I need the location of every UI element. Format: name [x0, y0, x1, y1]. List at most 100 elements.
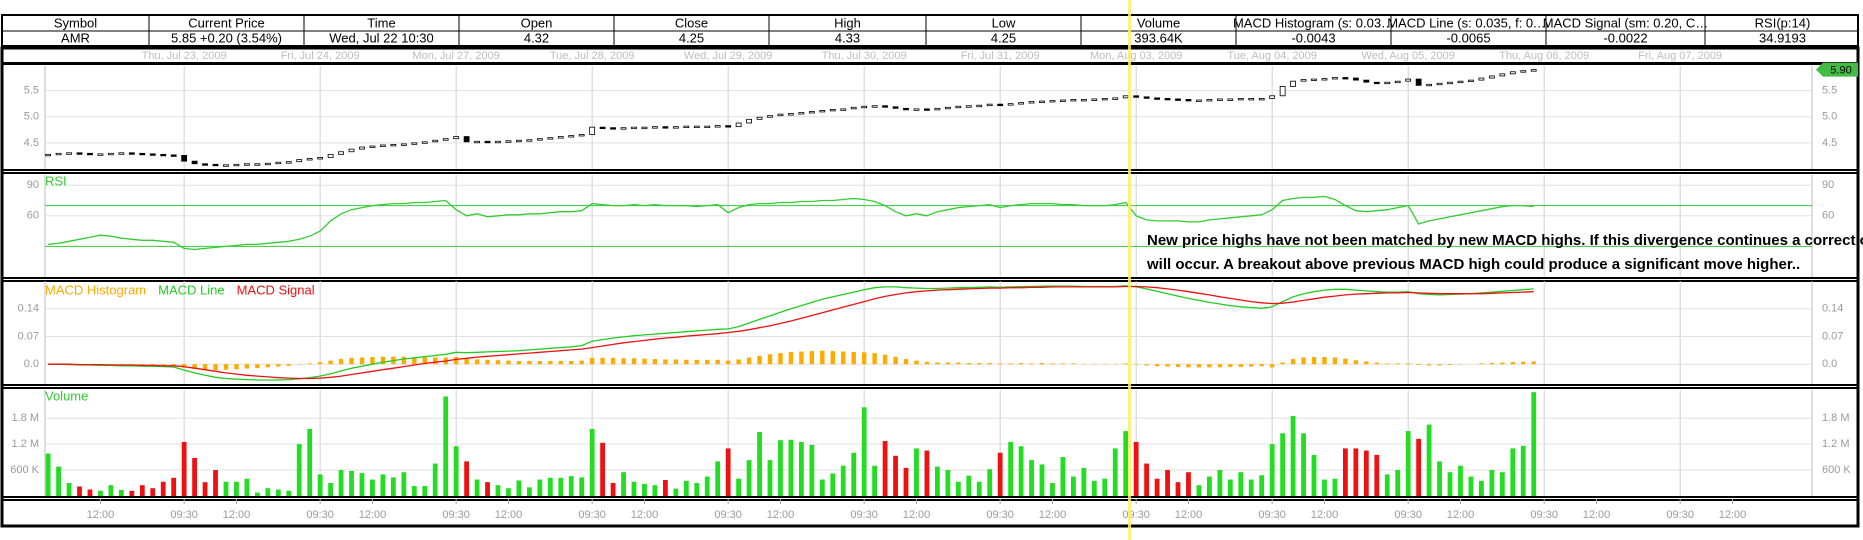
volume-bar — [1468, 476, 1474, 496]
y-tick-label: 1.8 M — [1822, 412, 1850, 424]
volume-bar — [139, 485, 145, 496]
volume-bar — [558, 477, 564, 496]
histogram-bar — [1322, 357, 1327, 365]
candle — [139, 152, 146, 156]
volume-bar — [1458, 465, 1463, 496]
candle — [725, 125, 732, 128]
date-label: Thu, Aug 06, 2009 — [1499, 50, 1589, 62]
volume-bar — [704, 476, 710, 496]
histogram-bar — [589, 357, 595, 365]
column-header: Close — [675, 15, 708, 30]
candle — [599, 126, 606, 130]
candle — [1530, 69, 1537, 72]
volume-bar — [1133, 441, 1139, 496]
candle — [1216, 98, 1223, 101]
candle — [735, 122, 742, 128]
candle — [777, 113, 784, 117]
column-value: 393.64K — [1134, 30, 1183, 45]
x-tick-label: 09:30 — [170, 509, 198, 521]
x-tick-label: 09:30 — [578, 509, 606, 521]
y-tick-label: 5.0 — [24, 111, 39, 123]
histogram-bar — [192, 364, 197, 369]
y-tick-label: 0.07 — [1822, 330, 1843, 342]
candle — [380, 144, 386, 147]
x-tick-label: 09:30 — [1394, 509, 1422, 521]
candle — [1080, 99, 1087, 102]
volume-bar — [1437, 461, 1442, 496]
candle — [1028, 101, 1035, 104]
histogram-bar — [244, 364, 250, 369]
column-header: Time — [367, 15, 395, 30]
separator — [2, 387, 1858, 389]
y-tick-label: 5.5 — [1822, 84, 1837, 96]
candle — [683, 125, 690, 129]
volume-bar — [1531, 392, 1537, 496]
column-header: Volume — [1137, 15, 1180, 30]
volume-bar — [1353, 448, 1359, 496]
volume-bar — [77, 486, 82, 496]
candle — [181, 155, 188, 162]
histogram-bar — [715, 359, 720, 365]
histogram-bar — [286, 364, 291, 366]
volume-bar — [380, 474, 386, 496]
volume-bar — [213, 470, 218, 496]
histogram-bar — [997, 363, 1003, 365]
histogram-bar — [788, 351, 794, 365]
volume-bar — [1029, 460, 1034, 496]
candle — [840, 108, 847, 111]
histogram-bar — [307, 363, 312, 365]
histogram-bar — [506, 360, 511, 365]
candle — [965, 105, 972, 108]
histogram-bar — [642, 358, 647, 365]
volume-bar — [955, 481, 961, 496]
x-tick-label: 09:30 — [1122, 509, 1150, 521]
histogram-bar — [684, 359, 689, 365]
volume-bar — [328, 483, 334, 496]
volume-bar — [537, 479, 543, 496]
candle — [819, 110, 826, 113]
volume-bar — [244, 478, 250, 496]
volume-bar — [788, 439, 794, 496]
volume-bar — [1081, 467, 1087, 496]
volume-bar — [118, 489, 124, 496]
candle — [934, 107, 941, 111]
candle — [1049, 100, 1056, 103]
candle — [1154, 97, 1160, 100]
volume-bar — [464, 461, 470, 496]
volume-bar — [872, 465, 878, 496]
candle — [976, 104, 983, 108]
volume-bar — [1280, 433, 1286, 496]
volume-bar — [1269, 444, 1275, 496]
x-tick-label: 12:00 — [1039, 509, 1067, 521]
volume-bar — [830, 473, 836, 496]
histogram-bar — [328, 360, 333, 365]
histogram-bar — [1217, 364, 1223, 368]
histogram-bar — [317, 362, 323, 365]
date-label: Tue, Jul 28, 2009 — [550, 50, 635, 62]
column-header: Symbol — [54, 15, 97, 30]
separator — [2, 499, 1858, 501]
x-tick-label: 12:00 — [1447, 509, 1475, 521]
histogram-bar — [1008, 363, 1013, 365]
histogram-bar — [746, 357, 752, 365]
histogram-bar — [171, 364, 176, 366]
legend-entry: MACD Histogram — [45, 282, 146, 297]
x-tick-label: 12:00 — [1311, 509, 1339, 521]
volume-bar — [1060, 457, 1066, 496]
candle — [903, 107, 909, 111]
candle — [652, 126, 658, 129]
candle — [97, 153, 104, 156]
volume-bar — [924, 450, 930, 496]
histogram-bar — [516, 361, 522, 365]
histogram-bar — [1364, 361, 1369, 365]
volume-bar — [1447, 472, 1453, 496]
volume-bar — [1322, 479, 1327, 496]
candle — [66, 152, 72, 155]
histogram-bar — [1437, 364, 1442, 366]
candle — [1112, 97, 1119, 100]
candle — [578, 134, 585, 137]
date-label: Mon, Aug 03, 2009 — [1090, 50, 1182, 62]
histogram-bar — [820, 350, 825, 365]
volume-bar — [882, 441, 888, 496]
x-tick-label: 12:00 — [495, 509, 523, 521]
